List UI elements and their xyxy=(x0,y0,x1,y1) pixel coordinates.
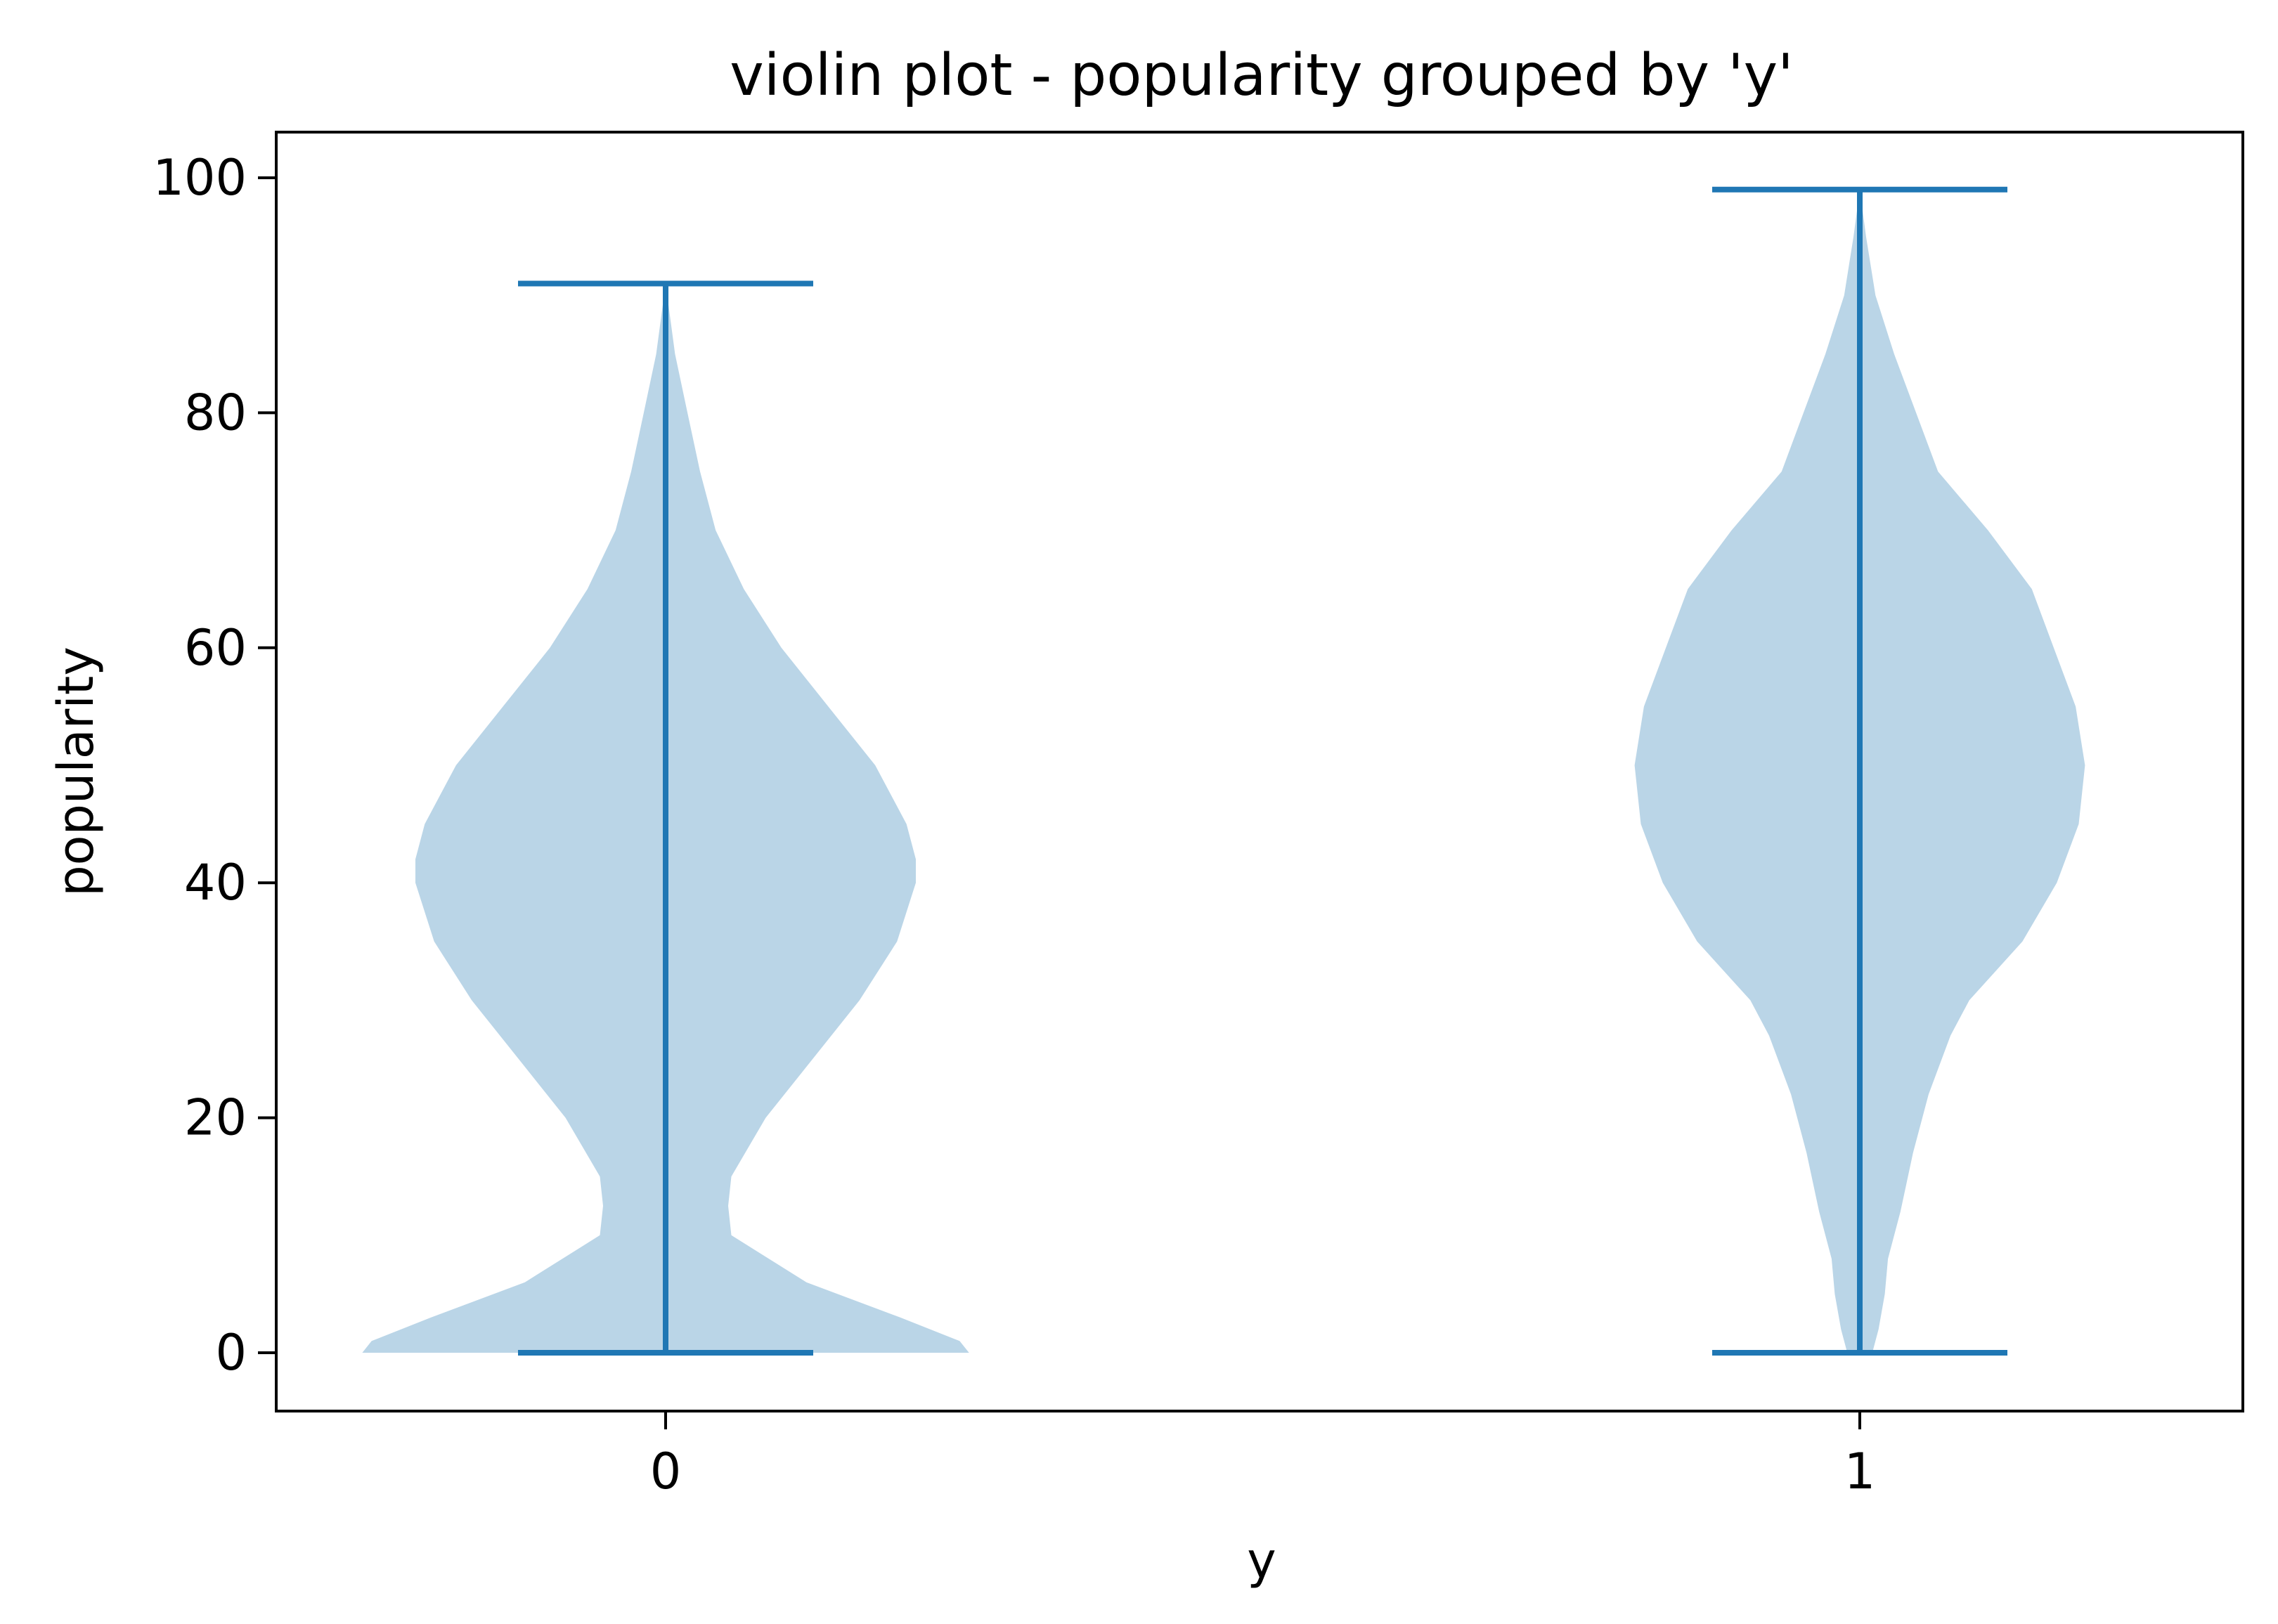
y-tick-label: 20 xyxy=(184,1089,247,1147)
y-tick-label: 100 xyxy=(153,149,247,207)
plot-area-frame xyxy=(275,131,2244,1412)
y-tick-label: 80 xyxy=(184,384,247,441)
y-tick-label: 0 xyxy=(215,1324,247,1382)
chart-title: violin plot - popularity grouped by 'y' xyxy=(730,42,1793,109)
x-axis-label: y xyxy=(1247,1532,1276,1590)
y-tick-label: 60 xyxy=(184,619,247,677)
violins-layer xyxy=(362,186,2085,1356)
x-tick-label: 0 xyxy=(650,1443,682,1500)
x-tick-label: 1 xyxy=(1844,1443,1876,1500)
y-tick-label: 40 xyxy=(184,854,247,911)
y-axis-label: popularity xyxy=(47,647,105,897)
y-axis-ticks: 0 20 40 60 80 100 xyxy=(153,149,276,1382)
